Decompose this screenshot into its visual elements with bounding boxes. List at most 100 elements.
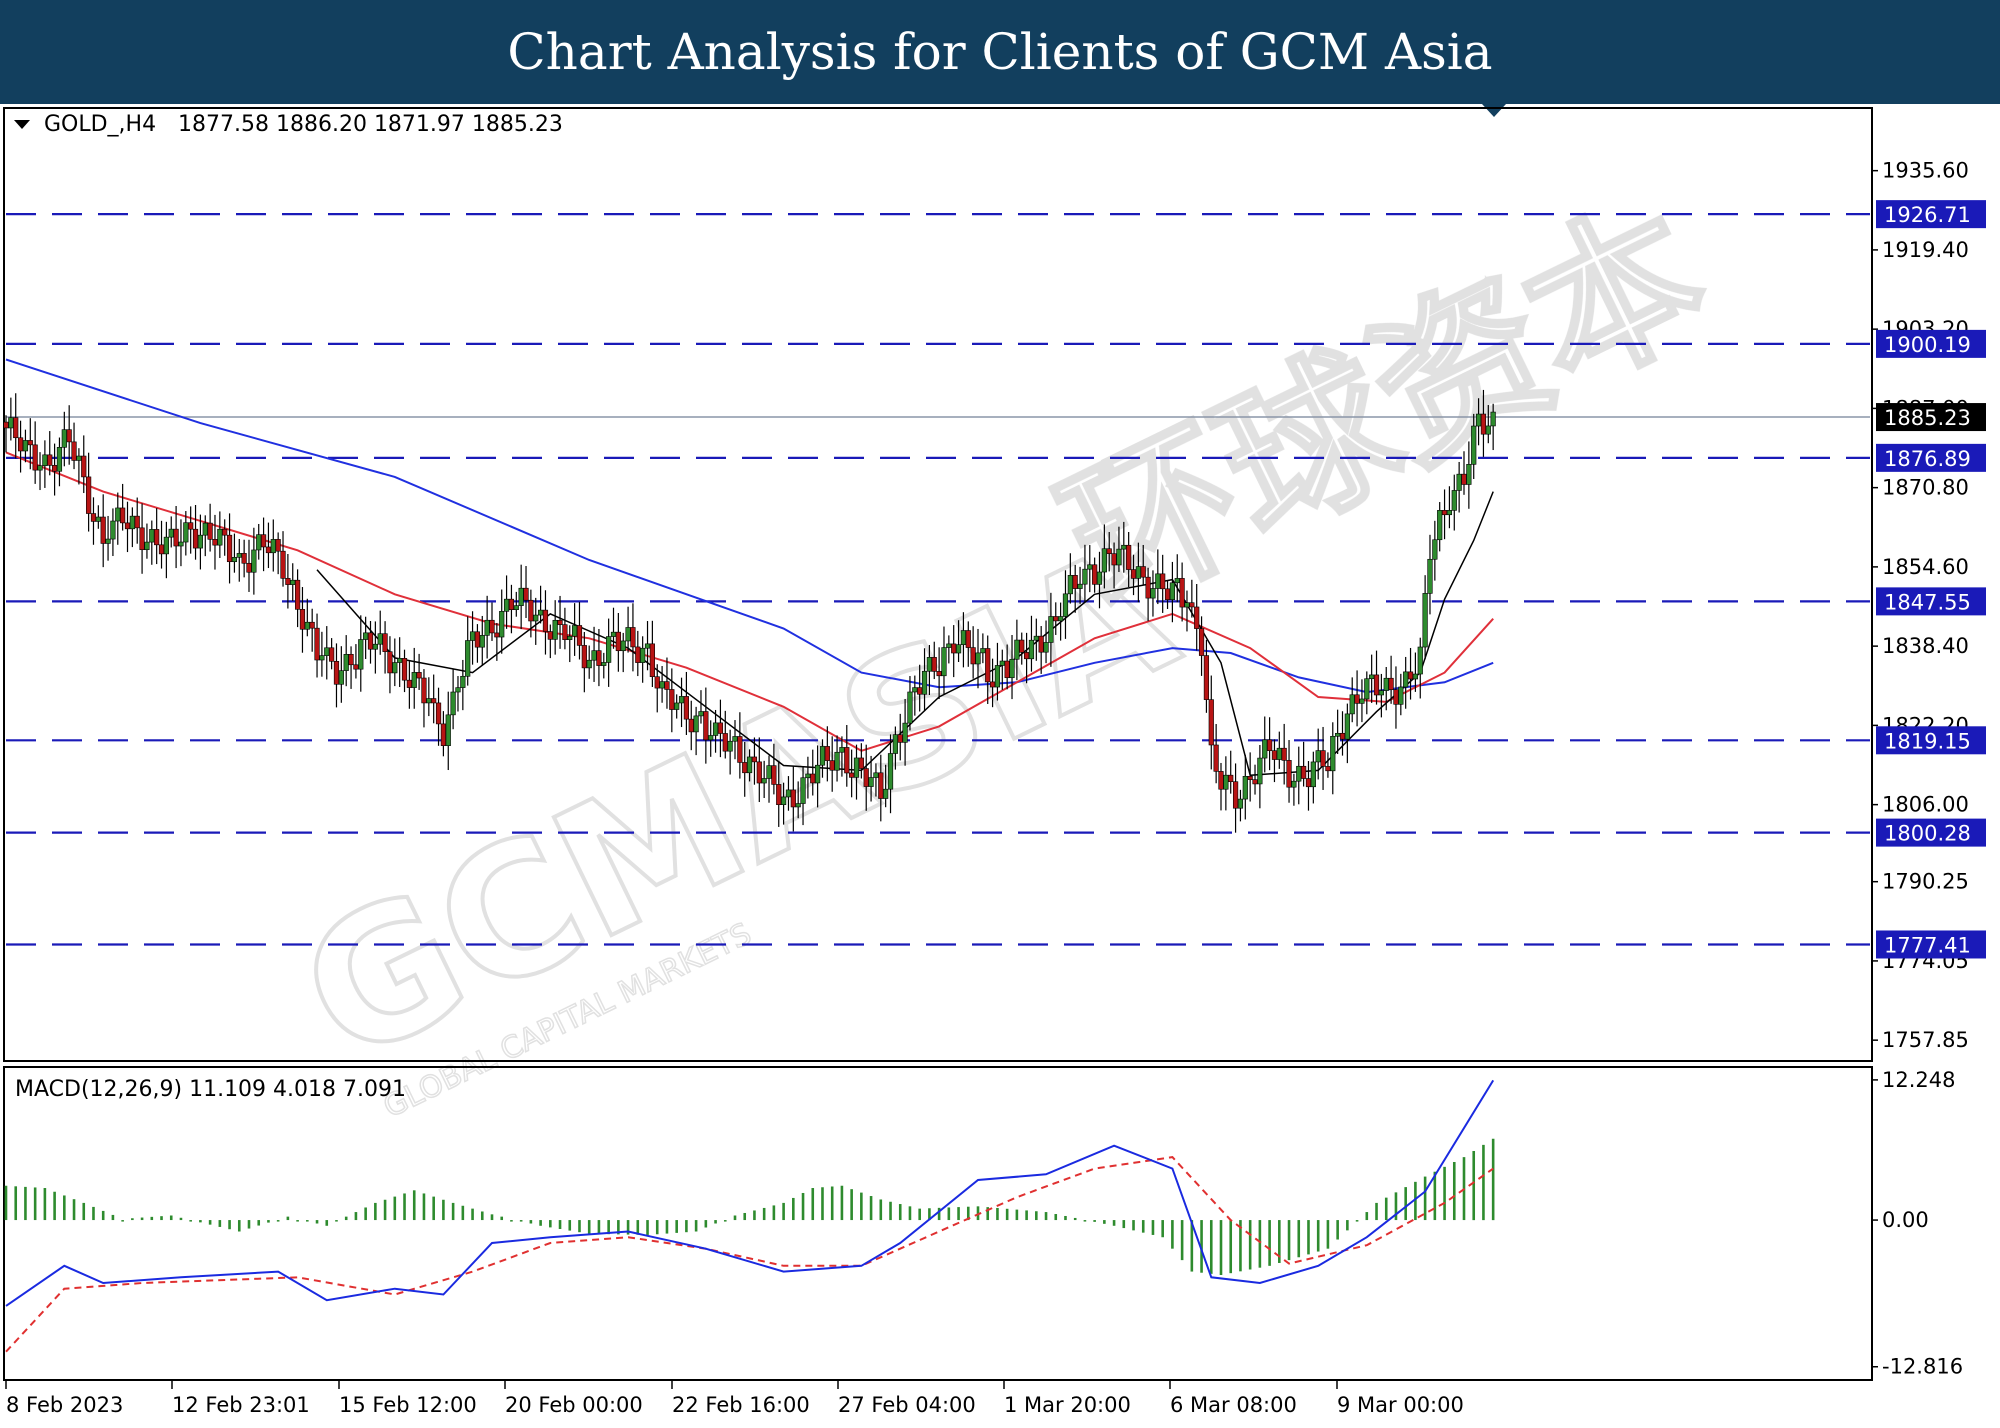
candle-body: [839, 747, 845, 753]
candle-body: [1383, 677, 1389, 691]
candle-body: [1354, 694, 1360, 704]
candle-body: [333, 661, 340, 685]
candle: [907, 676, 913, 731]
candle-body: [518, 587, 524, 606]
candle-body: [1092, 564, 1098, 585]
candle-body: [1291, 780, 1297, 788]
candle: [358, 615, 364, 692]
candle-body: [853, 757, 860, 778]
candle-body: [158, 544, 165, 555]
candle: [246, 539, 252, 592]
candle-body: [985, 648, 991, 683]
current-price-label-bg: [1876, 403, 1986, 432]
macd-axis: 12.248 0.00 -12.816: [1872, 1068, 1963, 1379]
candle: [965, 621, 971, 667]
candle-body: [27, 440, 33, 446]
candle-body: [727, 740, 733, 752]
candle-body: [1407, 671, 1414, 680]
candle: [537, 585, 544, 624]
candle-body: [1446, 510, 1453, 516]
candle: [868, 755, 874, 802]
candle-body: [1014, 639, 1020, 660]
candle-body: [1471, 425, 1477, 465]
candle: [1126, 532, 1132, 588]
candle: [1267, 717, 1273, 771]
candle-body: [387, 651, 393, 674]
candle-body: [921, 670, 928, 695]
candle-body: [329, 647, 335, 662]
candle: [188, 506, 194, 554]
time-tick-label: 15 Feb 12:00: [339, 1393, 477, 1417]
candle: [1252, 764, 1258, 795]
candle: [76, 448, 82, 485]
candle: [703, 687, 709, 764]
candle: [1301, 741, 1307, 787]
candle-body: [1359, 698, 1365, 704]
candle: [37, 452, 43, 491]
candle-body: [134, 515, 140, 529]
candle-body: [450, 691, 456, 716]
candle: [1218, 762, 1224, 811]
candle-body: [226, 534, 233, 563]
candle-body: [601, 662, 607, 666]
candle-body: [887, 753, 894, 790]
candle-body: [1126, 544, 1132, 570]
candle: [824, 726, 830, 782]
symbol-dropdown-icon[interactable]: [14, 120, 30, 129]
candle: [1373, 650, 1380, 705]
candle-body: [460, 675, 466, 688]
candle-body: [71, 441, 77, 461]
candle-body: [780, 796, 787, 805]
candle-body: [51, 465, 58, 472]
candle-body: [401, 658, 408, 681]
candle-body: [980, 648, 986, 654]
candle-body: [440, 723, 447, 746]
candle-body: [528, 599, 534, 622]
candle-body: [596, 650, 602, 666]
candle-body: [659, 681, 665, 689]
candle-body: [805, 773, 811, 779]
candle-body: [251, 549, 257, 573]
candle: [479, 615, 485, 666]
candle-body: [416, 672, 422, 679]
candle-body: [411, 672, 417, 688]
candle-body: [1315, 750, 1321, 763]
candle-body: [173, 528, 179, 547]
candle-body: [1058, 616, 1064, 622]
candle: [367, 620, 374, 664]
candle: [154, 508, 160, 565]
candle: [275, 532, 281, 575]
candle: [406, 661, 412, 709]
candle: [1398, 673, 1404, 716]
candle: [761, 760, 767, 799]
candle-body: [917, 687, 923, 695]
candle-body: [1325, 766, 1331, 772]
candle-body: [222, 528, 228, 536]
candle-body: [606, 636, 612, 663]
candle-body: [309, 621, 315, 629]
candle-body: [800, 777, 806, 804]
candle-body: [168, 528, 174, 538]
candle: [562, 607, 568, 650]
candle-body: [834, 751, 840, 771]
candle: [878, 754, 884, 822]
candle: [737, 712, 743, 779]
candle: [1485, 405, 1491, 444]
candle: [474, 624, 481, 663]
candle: [1179, 562, 1185, 622]
candle-body: [1111, 553, 1117, 566]
candle-body: [212, 539, 218, 546]
candle-body: [562, 624, 568, 640]
candle-body: [640, 647, 646, 663]
candle-body: [936, 671, 942, 677]
candle: [212, 514, 218, 570]
candle-body: [260, 534, 267, 548]
candle-body: [1257, 757, 1263, 785]
candle: [572, 603, 578, 656]
time-tick-label: 20 Feb 00:00: [505, 1393, 643, 1417]
candle: [1480, 389, 1487, 457]
candle: [586, 645, 592, 679]
candle-body: [766, 765, 772, 779]
candle-body: [1281, 747, 1287, 761]
